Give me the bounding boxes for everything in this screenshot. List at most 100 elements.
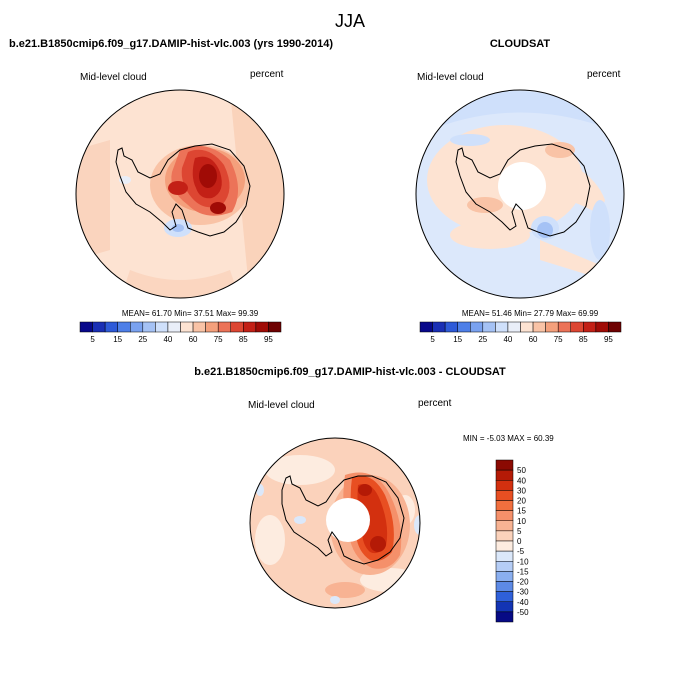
panel-obs-colorbar-tick-label: 60 (529, 335, 538, 344)
panel-model-colorbar-swatch (180, 321, 194, 333)
figure-title: JJA (335, 11, 365, 31)
panel-model-colorbar-tick-label: 40 (163, 335, 172, 344)
panel-model-left-label: Mid-level cloud (80, 72, 147, 83)
panel-model-colorbar-tick-label: 60 (189, 335, 198, 344)
panel-model-colorbar-swatch (192, 321, 206, 333)
panel-obs: CLOUDSAT Mid-level cloud percent MEAN= 5… (415, 38, 625, 344)
panel-model-colorbar-swatch (205, 321, 219, 333)
panel-model-colorbar-tick-label: 15 (113, 335, 122, 344)
panel-obs-colorbar-swatch (507, 321, 521, 333)
panel-model-colorbar-swatch (104, 321, 118, 333)
panel-obs-colorbar-swatch (419, 321, 433, 333)
panel-diff-colorbar-tick-label: -10 (517, 557, 529, 566)
panel-diff-title: b.e21.B1850cmip6.f09_g17.DAMIP-hist-vlc.… (194, 366, 506, 378)
panel-obs-colorbar-swatch (595, 321, 609, 333)
panel-obs-colorbar-swatch (570, 321, 584, 333)
panel-diff-colorbar-tick-label: -5 (517, 547, 525, 556)
panel-diff-colorbar-tick-label: 0 (517, 537, 522, 546)
panel-obs-colorbar-swatch (557, 321, 571, 333)
panel-diff-colorbar-tick-label: 50 (517, 466, 526, 475)
panel-diff-colorbar-swatch (495, 469, 514, 481)
panel-diff-colorbar-tick-label: 15 (517, 507, 526, 516)
panel-diff-colorbar-swatch (495, 591, 514, 602)
panel-obs-colorbar-tick-label: 40 (503, 335, 512, 344)
panel-diff-colorbar-tick-label: 10 (517, 517, 526, 526)
panel-diff-colorbar-swatch (495, 530, 514, 542)
panel-model-colorbar-tick-label: 75 (214, 335, 223, 344)
panel-diff-colorbar-swatch (495, 571, 514, 582)
panel-diff-stats: MIN = -5.03 MAX = 60.39 (463, 434, 554, 443)
panel-diff-right-label: percent (418, 398, 452, 409)
panel-model-field (76, 90, 284, 298)
panel-obs-coastline (455, 143, 591, 237)
panel-model-right-label: percent (250, 69, 284, 80)
panel-diff-colorbar-swatch (495, 500, 514, 511)
panel-obs-colorbar-swatch (583, 321, 597, 333)
panel-diff-colorbar-swatch (495, 510, 514, 521)
panel-obs-colorbar-swatch (532, 321, 546, 333)
panel-model-colorbar-swatch (217, 321, 231, 333)
panel-model-colorbar-swatch (230, 321, 244, 333)
panel-obs-map-border (415, 89, 625, 299)
panel-diff-colorbar-swatch (495, 601, 514, 613)
panel-model-map-border (75, 89, 285, 299)
panel-model-colorbar: 5 15 25 40 60 75 85 95 (79, 321, 282, 344)
panel-obs-title: CLOUDSAT (490, 38, 551, 50)
panel-diff-colorbar-swatch (495, 611, 514, 623)
panel-obs-colorbar-swatch (482, 321, 496, 333)
panel-diff-colorbar-swatch (495, 459, 514, 471)
panel-model-colorbar-swatch (268, 321, 282, 333)
panel-diff-coastline (281, 475, 405, 565)
panel-diff-colorbar-tick-label: 20 (517, 497, 526, 506)
panel-obs-left-label: Mid-level cloud (417, 72, 484, 83)
panel-diff: b.e21.B1850cmip6.f09_g17.DAMIP-hist-vlc.… (194, 366, 554, 623)
panel-model-colorbar-tick-label: 95 (264, 335, 273, 344)
panel-model-colorbar-swatch (142, 321, 156, 333)
panel-diff-colorbar-tick-label: -40 (517, 598, 529, 607)
panel-model-colorbar-swatch (117, 321, 131, 333)
panel-obs-colorbar-swatch (444, 321, 458, 333)
panel-diff-colorbar-tick-label: 5 (517, 527, 522, 536)
panel-obs-colorbar-tick-label: 25 (478, 335, 487, 344)
panel-diff-colorbar-swatch (495, 490, 514, 501)
panel-model-colorbar-tick-label: 5 (90, 335, 95, 344)
panel-diff-colorbar-swatch (495, 520, 514, 532)
panel-model-colorbar-tick-label: 25 (138, 335, 147, 344)
panel-obs-colorbar-tick-label: 15 (453, 335, 462, 344)
panel-obs-colorbar-swatch (545, 321, 559, 333)
panel-model-colorbar-tick-label: 85 (239, 335, 248, 344)
panel-obs-field (416, 90, 624, 298)
panel-diff-colorbar-tick-label: 40 (517, 476, 526, 485)
panel-obs-colorbar-tick-label: 85 (579, 335, 588, 344)
panel-diff-colorbar-tick-label: -50 (517, 608, 529, 617)
panel-model: b.e21.B1850cmip6.f09_g17.DAMIP-hist-vlc.… (9, 38, 333, 344)
panel-obs-colorbar-swatch (457, 321, 471, 333)
panel-obs-colorbar-tick-label: 5 (430, 335, 435, 344)
panel-diff-colorbar-swatch (495, 550, 514, 562)
panel-diff-field (250, 438, 420, 608)
panel-obs-colorbar-swatch (495, 321, 509, 333)
panel-model-colorbar-swatch (255, 321, 269, 333)
panel-diff-colorbar-swatch (495, 561, 514, 572)
panel-model-colorbar-swatch (155, 321, 169, 333)
panel-obs-colorbar-swatch (470, 321, 484, 333)
panel-model-title: b.e21.B1850cmip6.f09_g17.DAMIP-hist-vlc.… (9, 38, 333, 50)
panel-diff-colorbar-tick-label: -15 (517, 567, 529, 576)
panel-model-stats: MEAN= 61.70 Min= 37.51 Max= 99.39 (122, 309, 259, 318)
panel-diff-colorbar-swatch (495, 581, 514, 592)
panel-model-colorbar-swatch (79, 321, 93, 333)
panel-obs-colorbar-tick-label: 95 (604, 335, 613, 344)
panel-obs-colorbar-tick-label: 75 (554, 335, 563, 344)
panel-obs-right-label: percent (587, 69, 621, 80)
panel-obs-stats: MEAN= 51.46 Min= 27.79 Max= 69.99 (462, 309, 599, 318)
panel-model-colorbar-swatch (167, 321, 181, 333)
panel-diff-map-border (249, 437, 421, 609)
panel-diff-colorbar-tick-label: -30 (517, 588, 529, 597)
panel-obs-colorbar-swatch (608, 321, 622, 333)
panel-obs-colorbar-swatch (432, 321, 446, 333)
panel-model-colorbar-swatch (130, 321, 144, 333)
panel-diff-colorbar-swatch (495, 540, 514, 552)
panel-diff-colorbar-tick-label: 30 (517, 486, 526, 495)
